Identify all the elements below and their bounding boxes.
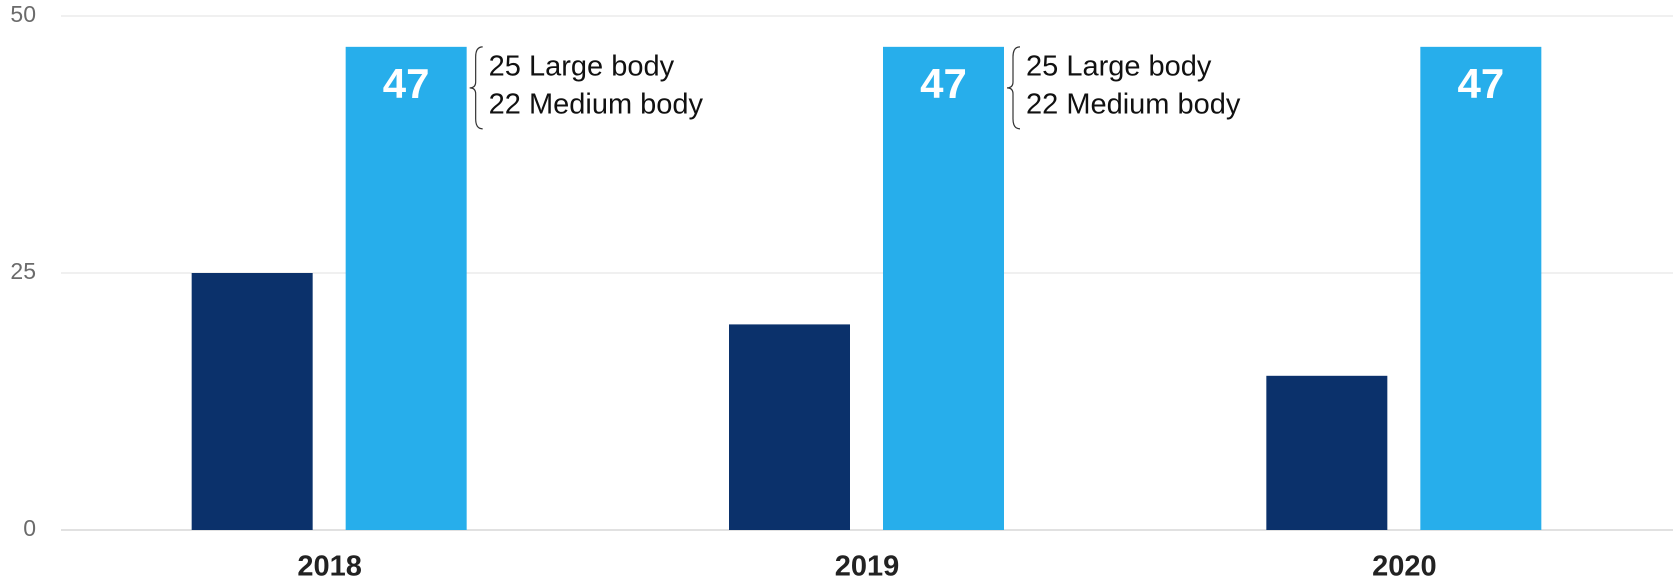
brace (469, 46, 483, 130)
value-label: 47 (383, 60, 430, 107)
x-tick-label: 2020 (1372, 551, 1437, 583)
bar (883, 46, 1004, 531)
annotation: 22 Medium body (1026, 88, 1241, 120)
bar (191, 273, 313, 530)
x-tick-label: 2018 (297, 551, 362, 583)
annotation: 25 Large body (489, 50, 675, 82)
annotation: 22 Medium body (489, 88, 704, 120)
y-tick-label: 0 (23, 515, 36, 541)
bar (1266, 375, 1388, 530)
brace (1006, 46, 1021, 130)
annotation: 25 Large body (1026, 50, 1212, 82)
bar (729, 324, 850, 530)
value-label: 47 (1457, 60, 1504, 107)
bar (1420, 46, 1542, 531)
x-tick-label: 2019 (835, 551, 900, 583)
value-label: 47 (920, 60, 967, 107)
y-tick-label: 50 (10, 1, 36, 27)
y-tick-label: 25 (10, 258, 36, 284)
bar (345, 46, 467, 531)
